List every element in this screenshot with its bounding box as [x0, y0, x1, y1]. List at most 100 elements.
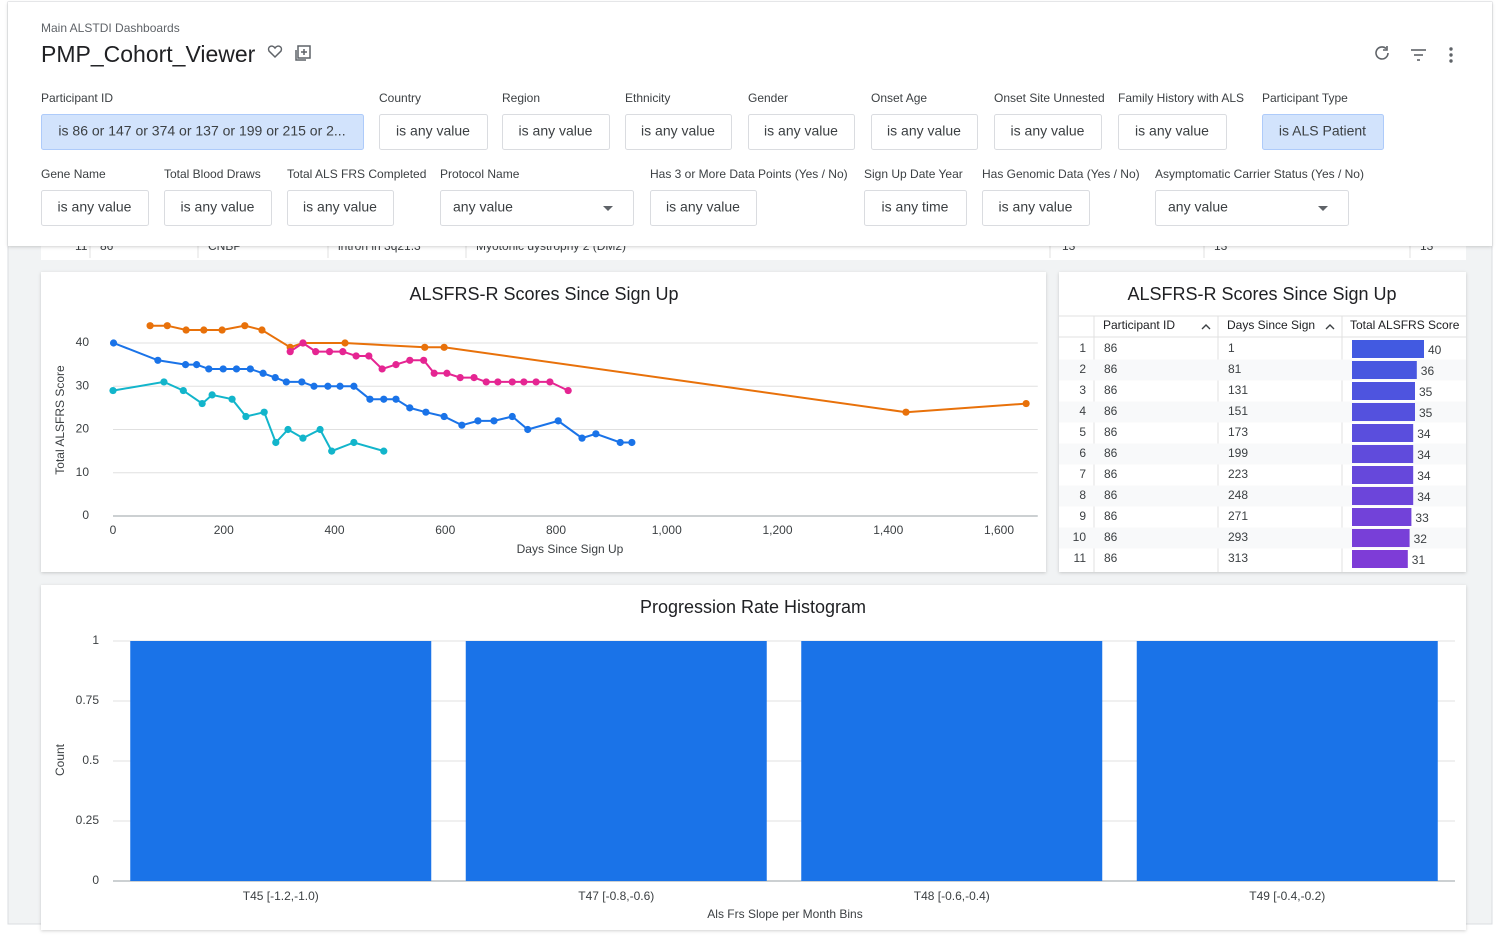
- cell: 86: [1104, 446, 1118, 460]
- data-point: [592, 430, 600, 438]
- score-table: ALSFRS-R Scores Since Sign Up Participant…: [1059, 284, 1466, 572]
- data-point: [163, 322, 171, 330]
- data-point: [205, 365, 213, 373]
- y-tick-label: 0.5: [82, 753, 99, 767]
- data-point: [422, 408, 430, 416]
- series-line: [289, 341, 569, 392]
- data-point: [299, 339, 307, 347]
- x-tick-label: T47 [-0.8,-0.6): [578, 889, 654, 903]
- filter-box[interactable]: [1155, 190, 1349, 226]
- cell: 173: [1228, 425, 1248, 439]
- data-point: [474, 417, 482, 425]
- data-point: [440, 412, 448, 421]
- table-title: ALSFRS-R Scores Since Sign Up: [1127, 284, 1396, 304]
- data-point: [242, 412, 250, 421]
- data-point: [109, 339, 118, 347]
- sort-icon[interactable]: [1325, 324, 1335, 330]
- filter-label: Gene Name: [41, 167, 106, 181]
- data-point: [272, 438, 280, 447]
- filter-box[interactable]: [41, 114, 364, 150]
- cell: 86: [1104, 488, 1118, 502]
- data-point: [508, 378, 516, 386]
- data-point: [259, 369, 267, 377]
- filter-box[interactable]: [164, 190, 272, 226]
- refresh-icon[interactable]: [1375, 46, 1389, 60]
- cell: 86: [1104, 551, 1118, 565]
- x-tick-label: 200: [214, 523, 234, 537]
- data-point: [482, 378, 490, 386]
- filter-value: is any value: [999, 199, 1073, 215]
- dropdown-arrow: [1318, 206, 1328, 211]
- filter-value: is 86 or 147 or 374 or 137 or 199 or 215…: [58, 123, 345, 139]
- data-point: [298, 378, 306, 386]
- data-point: [421, 343, 429, 351]
- row-number: 10: [1073, 530, 1087, 544]
- filter-label: Has 3 or More Data Points (Yes / No): [650, 167, 848, 181]
- filter-icon[interactable]: [1411, 49, 1426, 61]
- data-point: [109, 386, 117, 395]
- chart-title: ALSFRS-R Scores Since Sign Up: [409, 284, 678, 304]
- filter-box[interactable]: [502, 114, 610, 150]
- data-point: [286, 348, 294, 356]
- score-bar: [1352, 424, 1414, 442]
- data-point: [430, 369, 438, 377]
- data-point: [208, 391, 216, 399]
- data-point: [336, 382, 344, 390]
- bar: [801, 641, 1103, 881]
- filter-box[interactable]: [1262, 114, 1384, 150]
- filter-value: is any value: [519, 123, 593, 139]
- filter-label: Family History with ALS: [1118, 91, 1244, 105]
- filter-box[interactable]: [440, 190, 634, 226]
- data-point: [341, 339, 349, 347]
- filter-box[interactable]: [379, 114, 488, 150]
- filter-box[interactable]: [650, 190, 757, 226]
- data-point: [546, 378, 554, 386]
- x-tick-label: 400: [324, 523, 344, 537]
- data-point: [406, 356, 414, 364]
- filter-label: Sign Up Date Year: [864, 167, 963, 181]
- filter-box[interactable]: [287, 190, 394, 226]
- filter-box[interactable]: [1118, 114, 1227, 150]
- data-point: [284, 425, 292, 434]
- y-tick-label: 30: [76, 378, 90, 392]
- data-point: [232, 365, 241, 373]
- filter-box[interactable]: [871, 114, 978, 150]
- x-tick-label: 1,400: [873, 523, 903, 537]
- filter-box[interactable]: [625, 114, 732, 150]
- data-point: [532, 378, 540, 386]
- score-bar: [1352, 361, 1417, 379]
- sort-icon[interactable]: [1201, 324, 1211, 330]
- x-tick-label: T48 [-0.6,-0.4): [914, 889, 990, 903]
- score-label: 32: [1414, 532, 1428, 546]
- data-point: [350, 382, 358, 390]
- chart-title: Progression Rate Histogram: [640, 597, 866, 617]
- x-tick-label: T49 [-0.4,-0.2): [1249, 889, 1325, 903]
- y-axis-title: Total ALSFRS Score: [53, 365, 67, 475]
- filter-label: Country: [379, 91, 421, 105]
- data-point: [902, 408, 910, 416]
- filter-box[interactable]: [864, 190, 967, 226]
- data-point: [470, 374, 478, 382]
- filter-label: Onset Age: [871, 91, 927, 105]
- row-number: 2: [1079, 362, 1086, 376]
- y-tick-label: 1: [92, 633, 99, 647]
- filter-box[interactable]: [982, 190, 1090, 226]
- score-label: 40: [1428, 343, 1442, 357]
- data-point: [198, 399, 206, 408]
- data-point: [241, 322, 249, 330]
- data-point: [328, 447, 336, 455]
- filter-box[interactable]: [41, 190, 149, 226]
- filter-label: Ethnicity: [625, 91, 670, 105]
- x-axis-title: Als Frs Slope per Month Bins: [707, 907, 862, 921]
- y-tick-label: 10: [76, 465, 90, 479]
- score-label: 34: [1417, 448, 1431, 462]
- score-label: 34: [1417, 469, 1431, 483]
- score-bar: [1352, 508, 1412, 526]
- filter-box[interactable]: [748, 114, 855, 150]
- filter-box[interactable]: [994, 114, 1102, 150]
- favorite-icon[interactable]: [267, 45, 283, 59]
- filter-value: is any time: [882, 199, 949, 215]
- copy-icon[interactable]: [295, 45, 311, 61]
- data-point: [578, 434, 586, 442]
- more-icon[interactable]: [1449, 47, 1453, 63]
